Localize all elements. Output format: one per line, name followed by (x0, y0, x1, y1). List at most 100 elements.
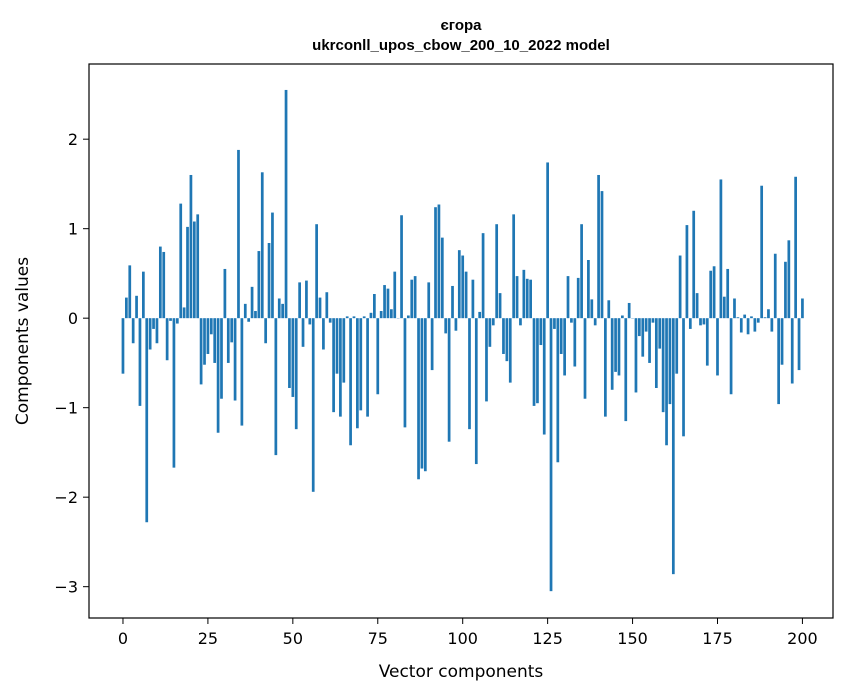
bar (451, 285, 454, 319)
bar (142, 271, 145, 319)
bar (230, 318, 234, 343)
bar (420, 318, 424, 469)
bar (678, 255, 682, 319)
bar (705, 318, 709, 366)
bar (610, 318, 614, 390)
bar (220, 318, 223, 399)
bar (515, 276, 519, 319)
bar (182, 307, 186, 319)
bar (756, 318, 760, 323)
bar (291, 318, 295, 397)
bar (794, 176, 797, 319)
bar (566, 276, 570, 319)
bar (593, 318, 597, 326)
bar (413, 276, 417, 319)
bar (760, 185, 764, 319)
bar (305, 280, 308, 319)
bar (383, 285, 386, 319)
bar (770, 318, 774, 332)
bar (203, 318, 206, 365)
bar (743, 314, 747, 319)
bar (699, 318, 702, 326)
bar (271, 212, 274, 319)
bar (797, 318, 801, 371)
bar (590, 299, 594, 319)
bar (580, 224, 583, 319)
bar (570, 318, 573, 323)
bar (638, 318, 641, 337)
bar (223, 268, 227, 319)
bar (240, 318, 244, 426)
bar (485, 318, 488, 402)
bar (257, 251, 261, 319)
bar (753, 318, 757, 332)
bar (417, 318, 420, 480)
bar (502, 318, 505, 354)
bar (675, 318, 679, 374)
bar (597, 174, 600, 319)
bar (750, 316, 753, 319)
bar (243, 303, 247, 319)
bar (199, 318, 203, 385)
bar (267, 243, 271, 319)
y-tick-label: 0 (68, 309, 78, 328)
bar (726, 268, 730, 319)
bar (356, 318, 359, 429)
bar (352, 316, 356, 319)
bar (512, 214, 516, 319)
bar (226, 318, 230, 363)
bar (559, 318, 563, 354)
bar (390, 309, 393, 319)
y-tick-label: −3 (54, 578, 78, 597)
bar (746, 318, 750, 335)
bar (423, 318, 427, 472)
bar (600, 191, 604, 319)
bar (471, 279, 475, 319)
bar (206, 318, 210, 354)
bar (780, 318, 784, 365)
y-tick-label: 1 (68, 220, 78, 239)
bar (587, 260, 590, 319)
bar (508, 318, 512, 383)
bar (128, 265, 132, 319)
bar (315, 224, 318, 319)
bar (641, 318, 645, 357)
bar (634, 318, 638, 393)
bar (583, 318, 587, 399)
bar (536, 318, 539, 404)
bar (773, 253, 777, 319)
plot-frame (88, 63, 834, 619)
bar (464, 271, 468, 319)
x-tick-label: 200 (787, 629, 818, 648)
bar (539, 318, 543, 346)
bar (481, 233, 485, 319)
chart-title-line-2: ukrconll_upos_cbow_200_10_2022 model (312, 37, 610, 54)
bar (468, 318, 471, 430)
bar (444, 318, 448, 334)
bar (294, 318, 298, 430)
bar (379, 311, 383, 319)
bar (563, 318, 566, 376)
bar (457, 250, 461, 319)
bar (546, 162, 549, 319)
bar (702, 318, 706, 325)
y-axis-label: Components values (13, 257, 33, 425)
bar (621, 315, 624, 319)
bar (763, 317, 767, 319)
bar (478, 311, 482, 319)
bar (661, 318, 665, 413)
bar (247, 318, 251, 322)
bar (318, 297, 322, 319)
bar (671, 318, 675, 575)
bar (505, 318, 509, 362)
bar (437, 204, 441, 319)
bar (688, 318, 692, 329)
x-tick-label: 50 (283, 629, 303, 648)
bar (525, 278, 529, 319)
bar (165, 318, 169, 361)
bar (172, 318, 176, 468)
bar (790, 318, 794, 384)
bar (281, 303, 284, 319)
bar (682, 318, 685, 437)
y-axis-ticks: −3 −2 −1 0 1 2 (54, 130, 89, 597)
